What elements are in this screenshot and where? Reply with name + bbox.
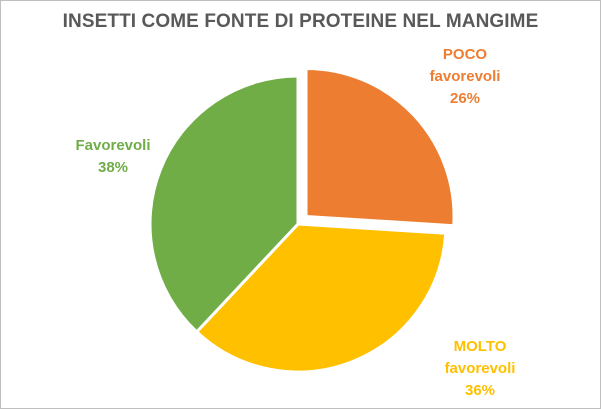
- slice-label-line: favorevoli: [429, 68, 501, 85]
- chart-title: INSETTI COME FONTE DI PROTEINE NEL MANGI…: [62, 11, 539, 32]
- slice-value-label: 36%: [464, 382, 496, 399]
- slice-label-poco-favorevoli: POCO favorevoli 26%: [400, 44, 530, 110]
- slice-label-line: MOLTO: [453, 338, 507, 355]
- slice-label-line: POCO: [442, 46, 488, 63]
- slice-label-favorevoli: Favorevoli 38%: [53, 135, 173, 179]
- slice-value-label: 26%: [449, 90, 481, 107]
- pie-slice-favorevoli: [148, 74, 300, 335]
- slice-label-line: favorevoli: [444, 360, 516, 377]
- slice-label-line: Favorevoli: [75, 137, 151, 154]
- pie-slice-poco-favorevoli: [304, 66, 456, 228]
- slice-label-molto-favorevoli: MOLTO favorevoli 36%: [415, 336, 545, 402]
- pie-slice-molto-favorevoli: [194, 222, 448, 374]
- slice-value-label: 38%: [97, 159, 129, 176]
